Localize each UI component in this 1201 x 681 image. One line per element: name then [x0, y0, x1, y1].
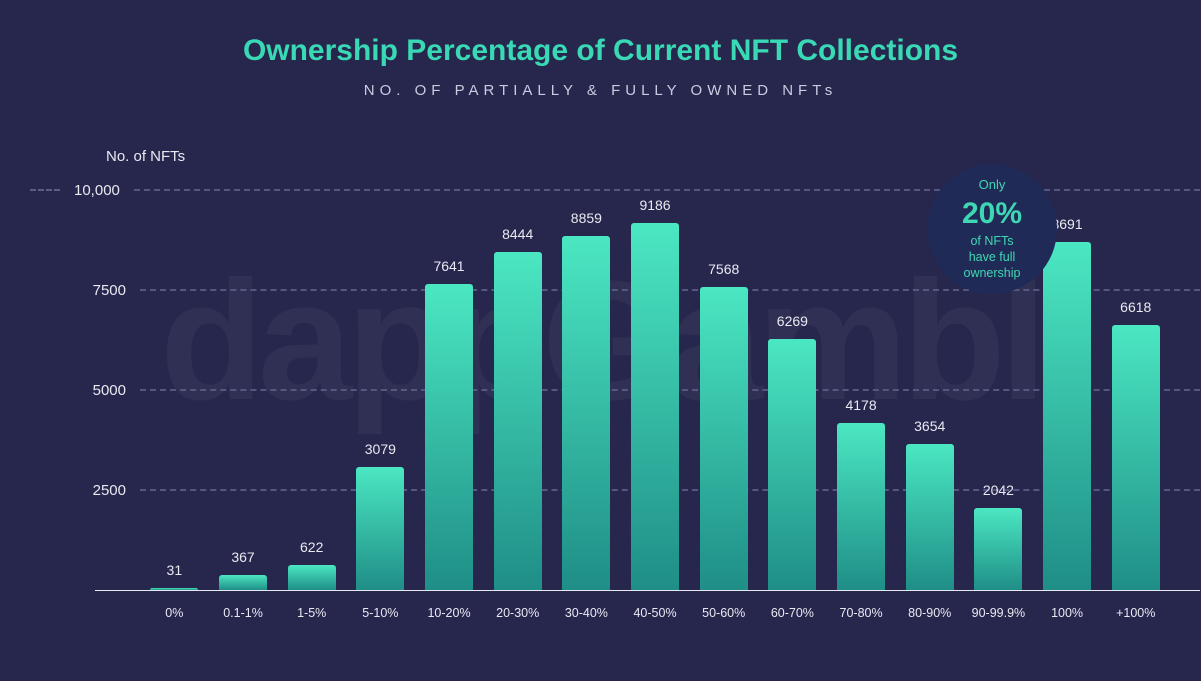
- y-tick-label: 2500: [30, 482, 140, 499]
- bar-slot: 4178: [827, 190, 896, 590]
- x-tick-label: 0.1-1%: [209, 606, 278, 620]
- x-tick-label: 20-30%: [483, 606, 552, 620]
- bar-slot: 6269: [758, 190, 827, 590]
- bar-slot: 6618: [1101, 190, 1170, 590]
- bar: 622: [288, 565, 336, 590]
- y-tick-label: 10,000: [60, 182, 134, 199]
- bar: 4178: [837, 423, 885, 590]
- bar-value-label: 9186: [639, 197, 670, 213]
- bar-slot: 8444: [483, 190, 552, 590]
- x-axis-line: [95, 590, 1200, 591]
- bar-value-label: 8859: [571, 210, 602, 226]
- bar-value-label: 367: [231, 549, 254, 565]
- bar: 8691: [1043, 242, 1091, 590]
- bar-value-label: 3654: [914, 418, 945, 434]
- x-axis-labels: 0%0.1-1%1-5%5-10%10-20%20-30%30-40%40-50…: [140, 606, 1170, 620]
- x-tick-label: 1-5%: [277, 606, 346, 620]
- x-tick-label: 5-10%: [346, 606, 415, 620]
- bar-slot: 9186: [621, 190, 690, 590]
- bar-slot: 8859: [552, 190, 621, 590]
- x-tick-label: 30-40%: [552, 606, 621, 620]
- chart-title: Ownership Percentage of Current NFT Coll…: [0, 34, 1201, 68]
- bar: 9186: [631, 223, 679, 590]
- bar-slot: 367: [209, 190, 278, 590]
- bar: 3079: [356, 467, 404, 590]
- callout-line-3: of NFTs: [970, 234, 1013, 250]
- bar-value-label: 6618: [1120, 299, 1151, 315]
- bar-slot: 7641: [415, 190, 484, 590]
- x-tick-label: 0%: [140, 606, 209, 620]
- bar-value-label: 622: [300, 539, 323, 555]
- bar-value-label: 3079: [365, 441, 396, 457]
- bar-value-label: 4178: [845, 397, 876, 413]
- bar-value-label: 8444: [502, 226, 533, 242]
- callout-line-5: ownership: [964, 266, 1021, 282]
- x-tick-label: 10-20%: [415, 606, 484, 620]
- x-tick-label: 50-60%: [689, 606, 758, 620]
- callout-line-4: have full: [969, 250, 1016, 266]
- callout-badge: Only 20% of NFTs have full ownership: [927, 164, 1057, 294]
- x-tick-label: 60-70%: [758, 606, 827, 620]
- title-block: Ownership Percentage of Current NFT Coll…: [0, 34, 1201, 99]
- bar-value-label: 7641: [433, 258, 464, 274]
- bar-value-label: 7568: [708, 261, 739, 277]
- y-tick-label: 5000: [30, 382, 140, 399]
- chart-subtitle: NO. OF PARTIALLY & FULLY OWNED NFTs: [0, 82, 1201, 99]
- x-tick-label: 70-80%: [827, 606, 896, 620]
- bar-slot: 7568: [689, 190, 758, 590]
- y-tick-label: 7500: [30, 282, 140, 299]
- bar: 6618: [1112, 325, 1160, 590]
- callout-line-1: Only: [979, 177, 1006, 193]
- bar: 367: [219, 575, 267, 590]
- x-tick-label: 90-99.9%: [964, 606, 1033, 620]
- bar-slot: 3079: [346, 190, 415, 590]
- bar-value-label: 2042: [983, 482, 1014, 498]
- x-tick-label: 40-50%: [621, 606, 690, 620]
- bar: 2042: [974, 508, 1022, 590]
- bar: 7641: [425, 284, 473, 590]
- x-tick-label: +100%: [1101, 606, 1170, 620]
- bar-slot: 31: [140, 190, 209, 590]
- bar-value-label: 31: [167, 562, 183, 578]
- x-tick-label: 80-90%: [895, 606, 964, 620]
- callout-percentage: 20%: [962, 195, 1022, 233]
- bar-value-label: 6269: [777, 313, 808, 329]
- bar: 8444: [494, 252, 542, 590]
- bar: 8859: [562, 236, 610, 590]
- bar-slot: 622: [277, 190, 346, 590]
- x-tick-label: 100%: [1033, 606, 1102, 620]
- bar: 3654: [906, 444, 954, 590]
- chart-canvas: dappGambl Ownership Percentage of Curren…: [0, 0, 1201, 681]
- bar: 7568: [700, 287, 748, 590]
- bar: 6269: [768, 339, 816, 590]
- y-axis-label: No. of NFTs: [106, 148, 185, 165]
